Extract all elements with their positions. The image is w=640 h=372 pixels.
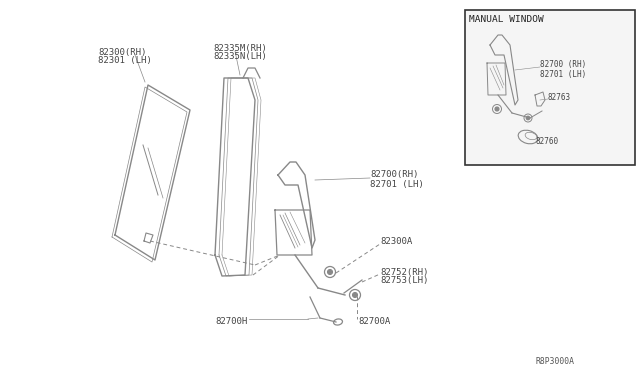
Text: 82301 (LH): 82301 (LH) <box>98 57 152 65</box>
Text: 82700A: 82700A <box>358 317 390 326</box>
Text: 82335M(RH): 82335M(RH) <box>213 44 267 52</box>
Text: 82700 (RH): 82700 (RH) <box>540 61 586 70</box>
Text: 82753(LH): 82753(LH) <box>380 276 428 285</box>
Text: 82752(RH): 82752(RH) <box>380 267 428 276</box>
Text: 82700(RH): 82700(RH) <box>370 170 419 180</box>
Text: 82760: 82760 <box>535 138 558 147</box>
Text: R8P3000A: R8P3000A <box>535 357 574 366</box>
Text: 82300A: 82300A <box>380 237 412 247</box>
Text: 82335N(LH): 82335N(LH) <box>213 52 267 61</box>
Circle shape <box>526 116 530 120</box>
Text: MANUAL WINDOW: MANUAL WINDOW <box>469 15 544 23</box>
Circle shape <box>353 292 358 298</box>
Text: 82763: 82763 <box>548 93 571 102</box>
Text: 82300(RH): 82300(RH) <box>98 48 147 57</box>
Text: 82700H: 82700H <box>216 317 248 327</box>
Circle shape <box>328 269 333 275</box>
Text: 82701 (LH): 82701 (LH) <box>540 70 586 78</box>
Bar <box>465 10 635 165</box>
Text: 82701 (LH): 82701 (LH) <box>370 180 424 189</box>
Circle shape <box>495 107 499 111</box>
